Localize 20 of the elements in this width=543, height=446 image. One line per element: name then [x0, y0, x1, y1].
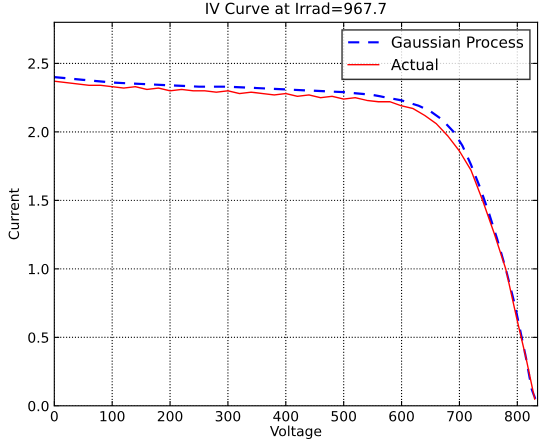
- x-tick-label: 700: [447, 410, 472, 422]
- y-tick-label: 2.0: [28, 126, 49, 138]
- x-tick-label: 600: [389, 410, 414, 422]
- x-tick-label: 300: [216, 410, 240, 422]
- y-tick-label: 1.0: [28, 264, 49, 274]
- legend-label: Gaussian Process: [392, 36, 524, 48]
- x-axis-title: Voltage: [270, 426, 322, 439]
- y-tick-label: 0.5: [28, 332, 48, 343]
- y-tick-label: 1.5: [28, 196, 48, 206]
- x-tick-label: 800: [505, 410, 530, 422]
- x-tick-label: 0: [50, 410, 58, 422]
- legend-label: Actual: [391, 58, 438, 70]
- chart-title: IV Curve at Irrad=967.7: [206, 2, 386, 14]
- y-tick-label: 2.5: [28, 58, 48, 69]
- x-tick-label: 100: [100, 410, 125, 422]
- y-tick-label: 0.0: [28, 400, 49, 412]
- x-tick-label: 500: [332, 410, 356, 422]
- y-axis-title: Current: [8, 188, 20, 240]
- x-tick-label: 200: [158, 410, 182, 422]
- x-tick-label: 400: [273, 410, 298, 422]
